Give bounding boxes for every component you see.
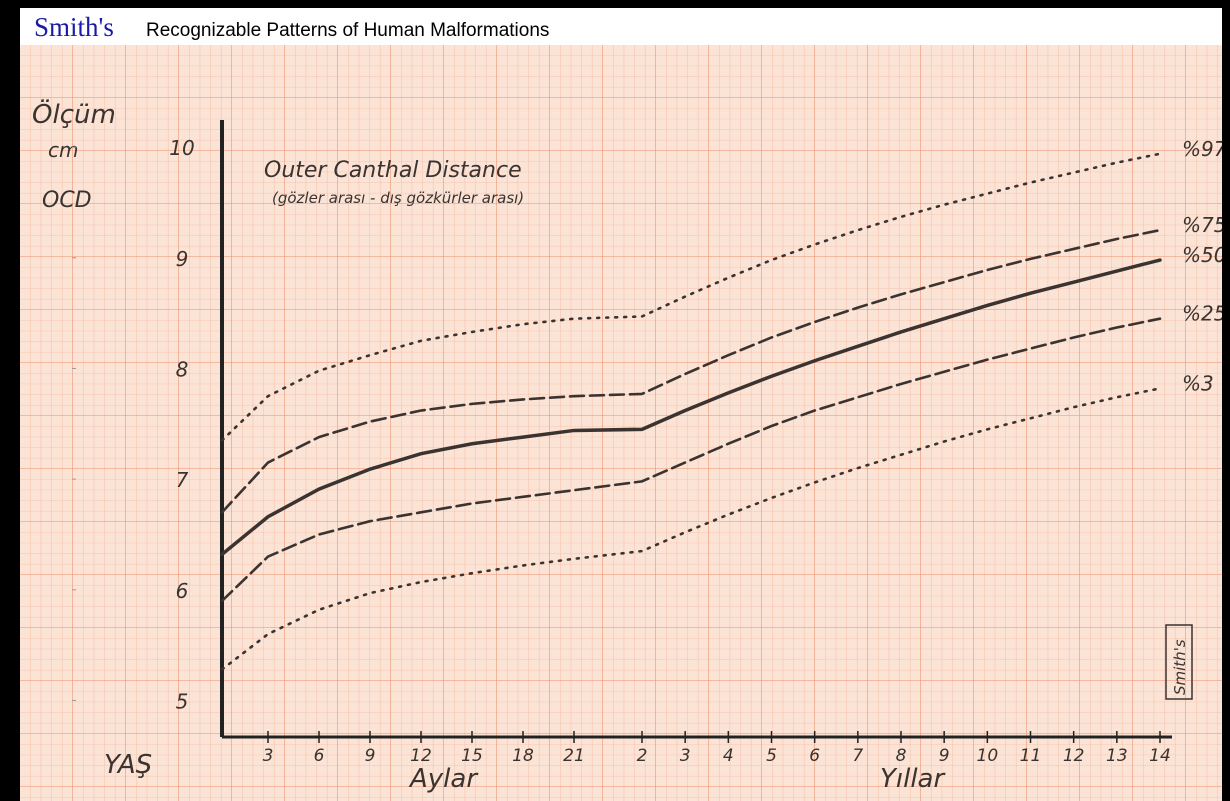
- x-tick-label: 21: [563, 746, 585, 766]
- y-tick-label: 6: [176, 579, 189, 603]
- x-tick-label: 6: [314, 746, 325, 766]
- legend-label: %75: [1182, 213, 1222, 237]
- legend-label: %97: [1182, 137, 1222, 161]
- page: Smith's Recognizable Patterns of Human M…: [0, 0, 1230, 801]
- header: Smith's Recognizable Patterns of Human M…: [20, 8, 1222, 45]
- x-tick-label: 8: [896, 746, 907, 766]
- x-tick-label: 9: [365, 746, 376, 766]
- y-tick-label: 7: [176, 468, 189, 492]
- y-label: Ölçüm: [32, 98, 116, 130]
- x-tick-label: 9: [939, 746, 950, 766]
- x-tick-label: 2: [637, 746, 648, 766]
- x-tick-label: 13: [1106, 746, 1128, 766]
- x-tick-label: 3: [680, 746, 691, 766]
- y-label: OCD: [42, 188, 92, 213]
- chart-subtitle: (gözler arası - dış gözkürler arası): [272, 189, 524, 207]
- x-label: YAŞ: [104, 750, 152, 780]
- x-tick-label: 7: [852, 746, 863, 766]
- legend-label: %50: [1182, 243, 1222, 267]
- x-tick-label: 3: [263, 746, 274, 766]
- x-tick-label: 12: [1063, 746, 1085, 766]
- x-tick-label: 14: [1149, 746, 1171, 766]
- x-tick-label: 5: [766, 746, 777, 766]
- x-tick-label: 12: [410, 746, 432, 766]
- grid-pattern: [20, 45, 1222, 801]
- legend-label: %25: [1182, 302, 1222, 326]
- stamp: Smith's: [1171, 639, 1189, 695]
- x-tick-label: 10: [977, 746, 999, 766]
- x-tick-label: 6: [809, 746, 820, 766]
- x-tick-label: 4: [723, 746, 734, 766]
- header-title: Recognizable Patterns of Human Malformat…: [146, 20, 549, 42]
- y-label: cm: [48, 138, 78, 162]
- x-tick-label: 11: [1020, 746, 1042, 766]
- chart-title: Outer Canthal Distance: [264, 158, 522, 183]
- chart: Ölçüm cm OCD Outer Canthal Distance (göz…: [20, 45, 1222, 801]
- x-tick-label: 18: [512, 746, 534, 766]
- x-tick-label: 15: [461, 746, 483, 766]
- y-tick-label: 9: [176, 247, 189, 271]
- x-group-label: Aylar: [408, 764, 479, 794]
- legend-label: %3: [1182, 371, 1214, 395]
- y-tick-label: 8: [176, 357, 189, 381]
- brand: Smith's: [34, 12, 114, 43]
- x-group-label: Yıllar: [880, 764, 946, 794]
- y-tick-label: 5: [176, 689, 189, 713]
- y-tick-label: 10: [169, 136, 194, 160]
